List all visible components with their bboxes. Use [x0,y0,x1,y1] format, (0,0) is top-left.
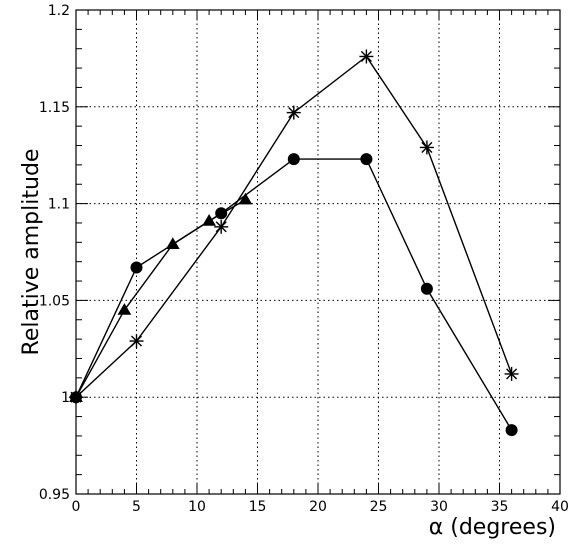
data-point-circle [130,261,143,274]
y-tick-label: 1.1 [48,197,70,213]
x-tick-label: 15 [249,499,267,515]
data-point-star [214,219,229,234]
data-point-star [286,105,301,120]
x-tick-labels: 0 5 10 15 20 25 30 35 40 [72,499,569,515]
y-tick-label: 1.15 [39,100,70,116]
data-point-circle [360,153,373,166]
x-tick-label: 20 [309,499,327,515]
x-tick-label: 30 [430,499,448,515]
data-point-triangle [165,237,180,249]
y-axis-label: Relative amplitude [19,149,44,356]
data-point-triangle [117,303,132,315]
series-star [69,49,519,405]
x-tick-label: 35 [491,499,509,515]
data-point-star [359,49,374,64]
series-layer [69,49,519,437]
y-tick-label: 1.05 [39,293,70,309]
y-tick-label: 1 [61,390,70,406]
data-point-circle [420,282,433,295]
x-tick-label: 0 [72,499,81,515]
data-point-star [419,140,434,155]
y-tick-label: 0.95 [39,487,70,503]
x-tick-label: 40 [551,499,569,515]
x-tick-label: 10 [188,499,206,515]
y-tick-labels: 0.95 1 1.05 1.1 1.15 1.2 [39,3,70,503]
data-point-star [69,390,83,405]
series-triangle [69,192,253,402]
data-point-triangle [238,192,253,205]
axis-ticks [75,9,561,495]
data-point-star [504,366,519,381]
data-point-circle [505,424,518,437]
data-point-triangle [202,214,216,226]
grid [76,10,560,494]
series-circle [70,153,518,437]
x-axis-label: α (degrees) [429,515,556,540]
x-tick-label: 5 [132,499,141,515]
y-tick-label: 1.2 [48,3,70,19]
data-point-circle [287,153,300,166]
data-point-star [129,334,144,349]
x-tick-label: 25 [370,499,388,515]
